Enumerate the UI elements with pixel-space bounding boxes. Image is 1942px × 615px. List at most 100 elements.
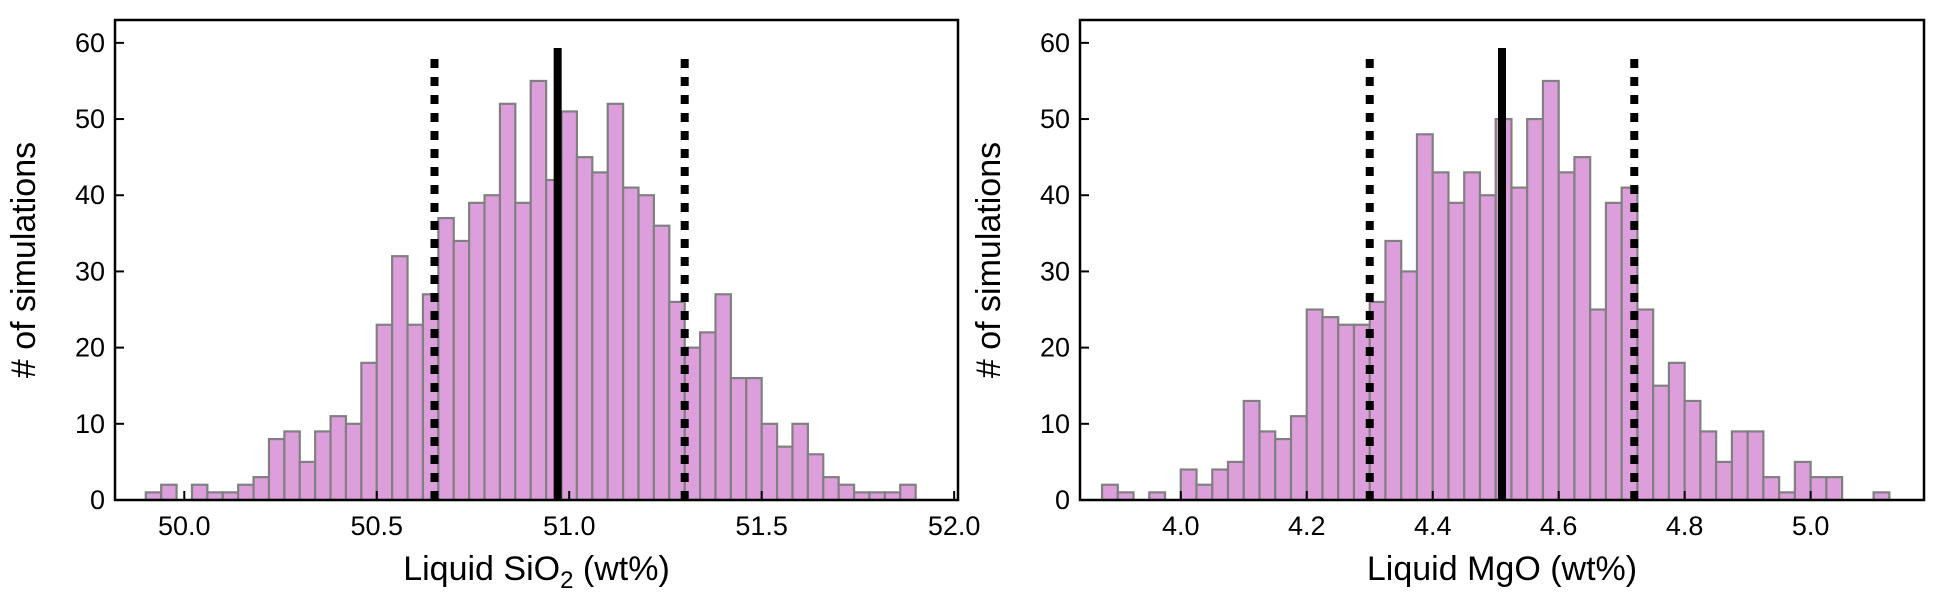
histogram-bar [745, 376, 763, 502]
x-axis-label-mgo: Liquid MgO (wt%) [1367, 550, 1637, 588]
x-tick-label: 5.0 [1792, 511, 1830, 541]
histogram-bar [1652, 384, 1671, 502]
x-tick-label: 4.6 [1540, 511, 1578, 541]
y-axis-label-mgo: # of simulations [970, 142, 1008, 378]
histogram-bar [190, 483, 209, 502]
histogram-bar [560, 110, 579, 502]
histogram-bar [283, 430, 301, 502]
histogram-bar [637, 194, 656, 502]
histogram-bar [252, 476, 271, 502]
ticks-mgo: 4.0 4.2 4.4 4.6 4.8 5.0 0 10 20 30 40 50 60 [1040, 28, 1829, 541]
histogram-sio2: 50.0 50.5 51.0 51.5 52.0 0 10 20 30 40 50 60 Liquid… [5, 18, 980, 594]
histogram-bar [1746, 430, 1765, 502]
histogram-bar [1400, 270, 1419, 502]
histogram-bar [899, 483, 917, 502]
y-tick-label: 30 [1040, 256, 1070, 286]
y-tick-label: 40 [1040, 180, 1070, 210]
histogram-bar [1809, 476, 1828, 502]
histogram-bar [698, 331, 717, 502]
x-tick-label: 4.2 [1288, 511, 1326, 541]
histogram-bar [1447, 201, 1466, 502]
x-axis-label-main: Liquid SiO [403, 550, 560, 588]
histogram-bar [1274, 437, 1293, 502]
histogram-bar [1573, 156, 1592, 502]
histogram-bar [1730, 430, 1749, 502]
histogram-bar [267, 437, 286, 502]
histogram-bar [498, 102, 517, 502]
histogram-bar [483, 194, 502, 502]
histogram-bar [1100, 483, 1119, 502]
x-axis-label-subscript: 2 [560, 567, 573, 594]
histogram-bar [775, 445, 794, 502]
histogram-bar [591, 171, 609, 502]
histogram-bar [1793, 460, 1812, 502]
y-tick-label: 20 [1040, 333, 1070, 363]
histogram-bar [375, 323, 394, 502]
histogram-bar [714, 293, 732, 502]
histogram-bar [1620, 186, 1639, 502]
histogram-bar [606, 102, 625, 502]
x-axis-label-sio2: Liquid SiO2 (wt%) [403, 550, 670, 594]
y-tick-label: 0 [90, 485, 105, 515]
y-tick-label: 60 [1040, 28, 1070, 58]
histogram-bar [1226, 460, 1245, 502]
plot-frame-sio2 [113, 18, 960, 502]
histogram-bar [1478, 194, 1497, 502]
histogram-bar [1195, 483, 1214, 502]
histogram-bar [314, 430, 332, 502]
histogram-bar [529, 79, 548, 502]
histogram-bar [360, 361, 378, 502]
histogram-bar [1636, 308, 1655, 502]
x-tick-label: 4.8 [1666, 511, 1704, 541]
reference-lines-mgo [1365, 48, 1639, 500]
histogram-bar [1526, 117, 1545, 502]
y-tick-label: 10 [75, 409, 105, 439]
histogram-bar [1510, 186, 1529, 502]
histogram-bar [822, 476, 840, 502]
histogram-bar [468, 201, 486, 502]
histogram-bar [1431, 171, 1450, 502]
plot-frame-mgo [1078, 18, 1926, 502]
histogram-bar [791, 422, 809, 502]
histogram-bar [160, 483, 178, 502]
histogram-bar [1305, 308, 1324, 502]
histogram-bar [760, 422, 779, 502]
histogram-bar [1667, 361, 1686, 502]
histogram-bar [391, 255, 409, 502]
histogram-bar [298, 460, 317, 502]
histogram-bar [1321, 316, 1340, 502]
histogram-bar [1337, 323, 1356, 502]
histogram-bar [1289, 415, 1308, 502]
histogram-bar [575, 156, 594, 502]
bars-sio2 [144, 79, 917, 502]
x-axis-label-unit: (wt%) [573, 550, 669, 588]
histogram-bar [1463, 171, 1482, 502]
y-tick-label: 30 [75, 256, 105, 286]
histogram-bar [1242, 399, 1261, 502]
histogram-bar [514, 201, 532, 502]
histogram-bar [1211, 468, 1230, 502]
histogram-bar [1179, 468, 1198, 502]
histogram-bar [406, 323, 425, 502]
histogram-bar [729, 376, 748, 502]
y-axis-label-sio2: # of simulations [5, 142, 43, 378]
histogram-mgo: 4.0 4.2 4.4 4.6 4.8 5.0 0 10 20 30 40 50 60 Liquid M… [970, 18, 1926, 588]
x-tick-label: 50.0 [158, 511, 211, 541]
histogram-bar [1604, 201, 1623, 502]
histogram-bar [344, 422, 363, 502]
histogram-bar [329, 415, 348, 502]
histogram-bar [1762, 476, 1781, 502]
y-tick-label: 50 [75, 104, 105, 134]
y-tick-label: 20 [75, 333, 105, 363]
histogram-bar [837, 483, 856, 502]
x-tick-label: 51.5 [735, 511, 788, 541]
x-tick-label: 4.0 [1162, 511, 1200, 541]
histogram-bar [452, 239, 471, 502]
histogram-bar [1825, 476, 1844, 502]
histogram-bar [1715, 460, 1733, 502]
histogram-bar [806, 453, 825, 502]
histogram-bar [652, 224, 671, 502]
histogram-bar [237, 483, 255, 502]
histogram-bar [1258, 430, 1277, 502]
